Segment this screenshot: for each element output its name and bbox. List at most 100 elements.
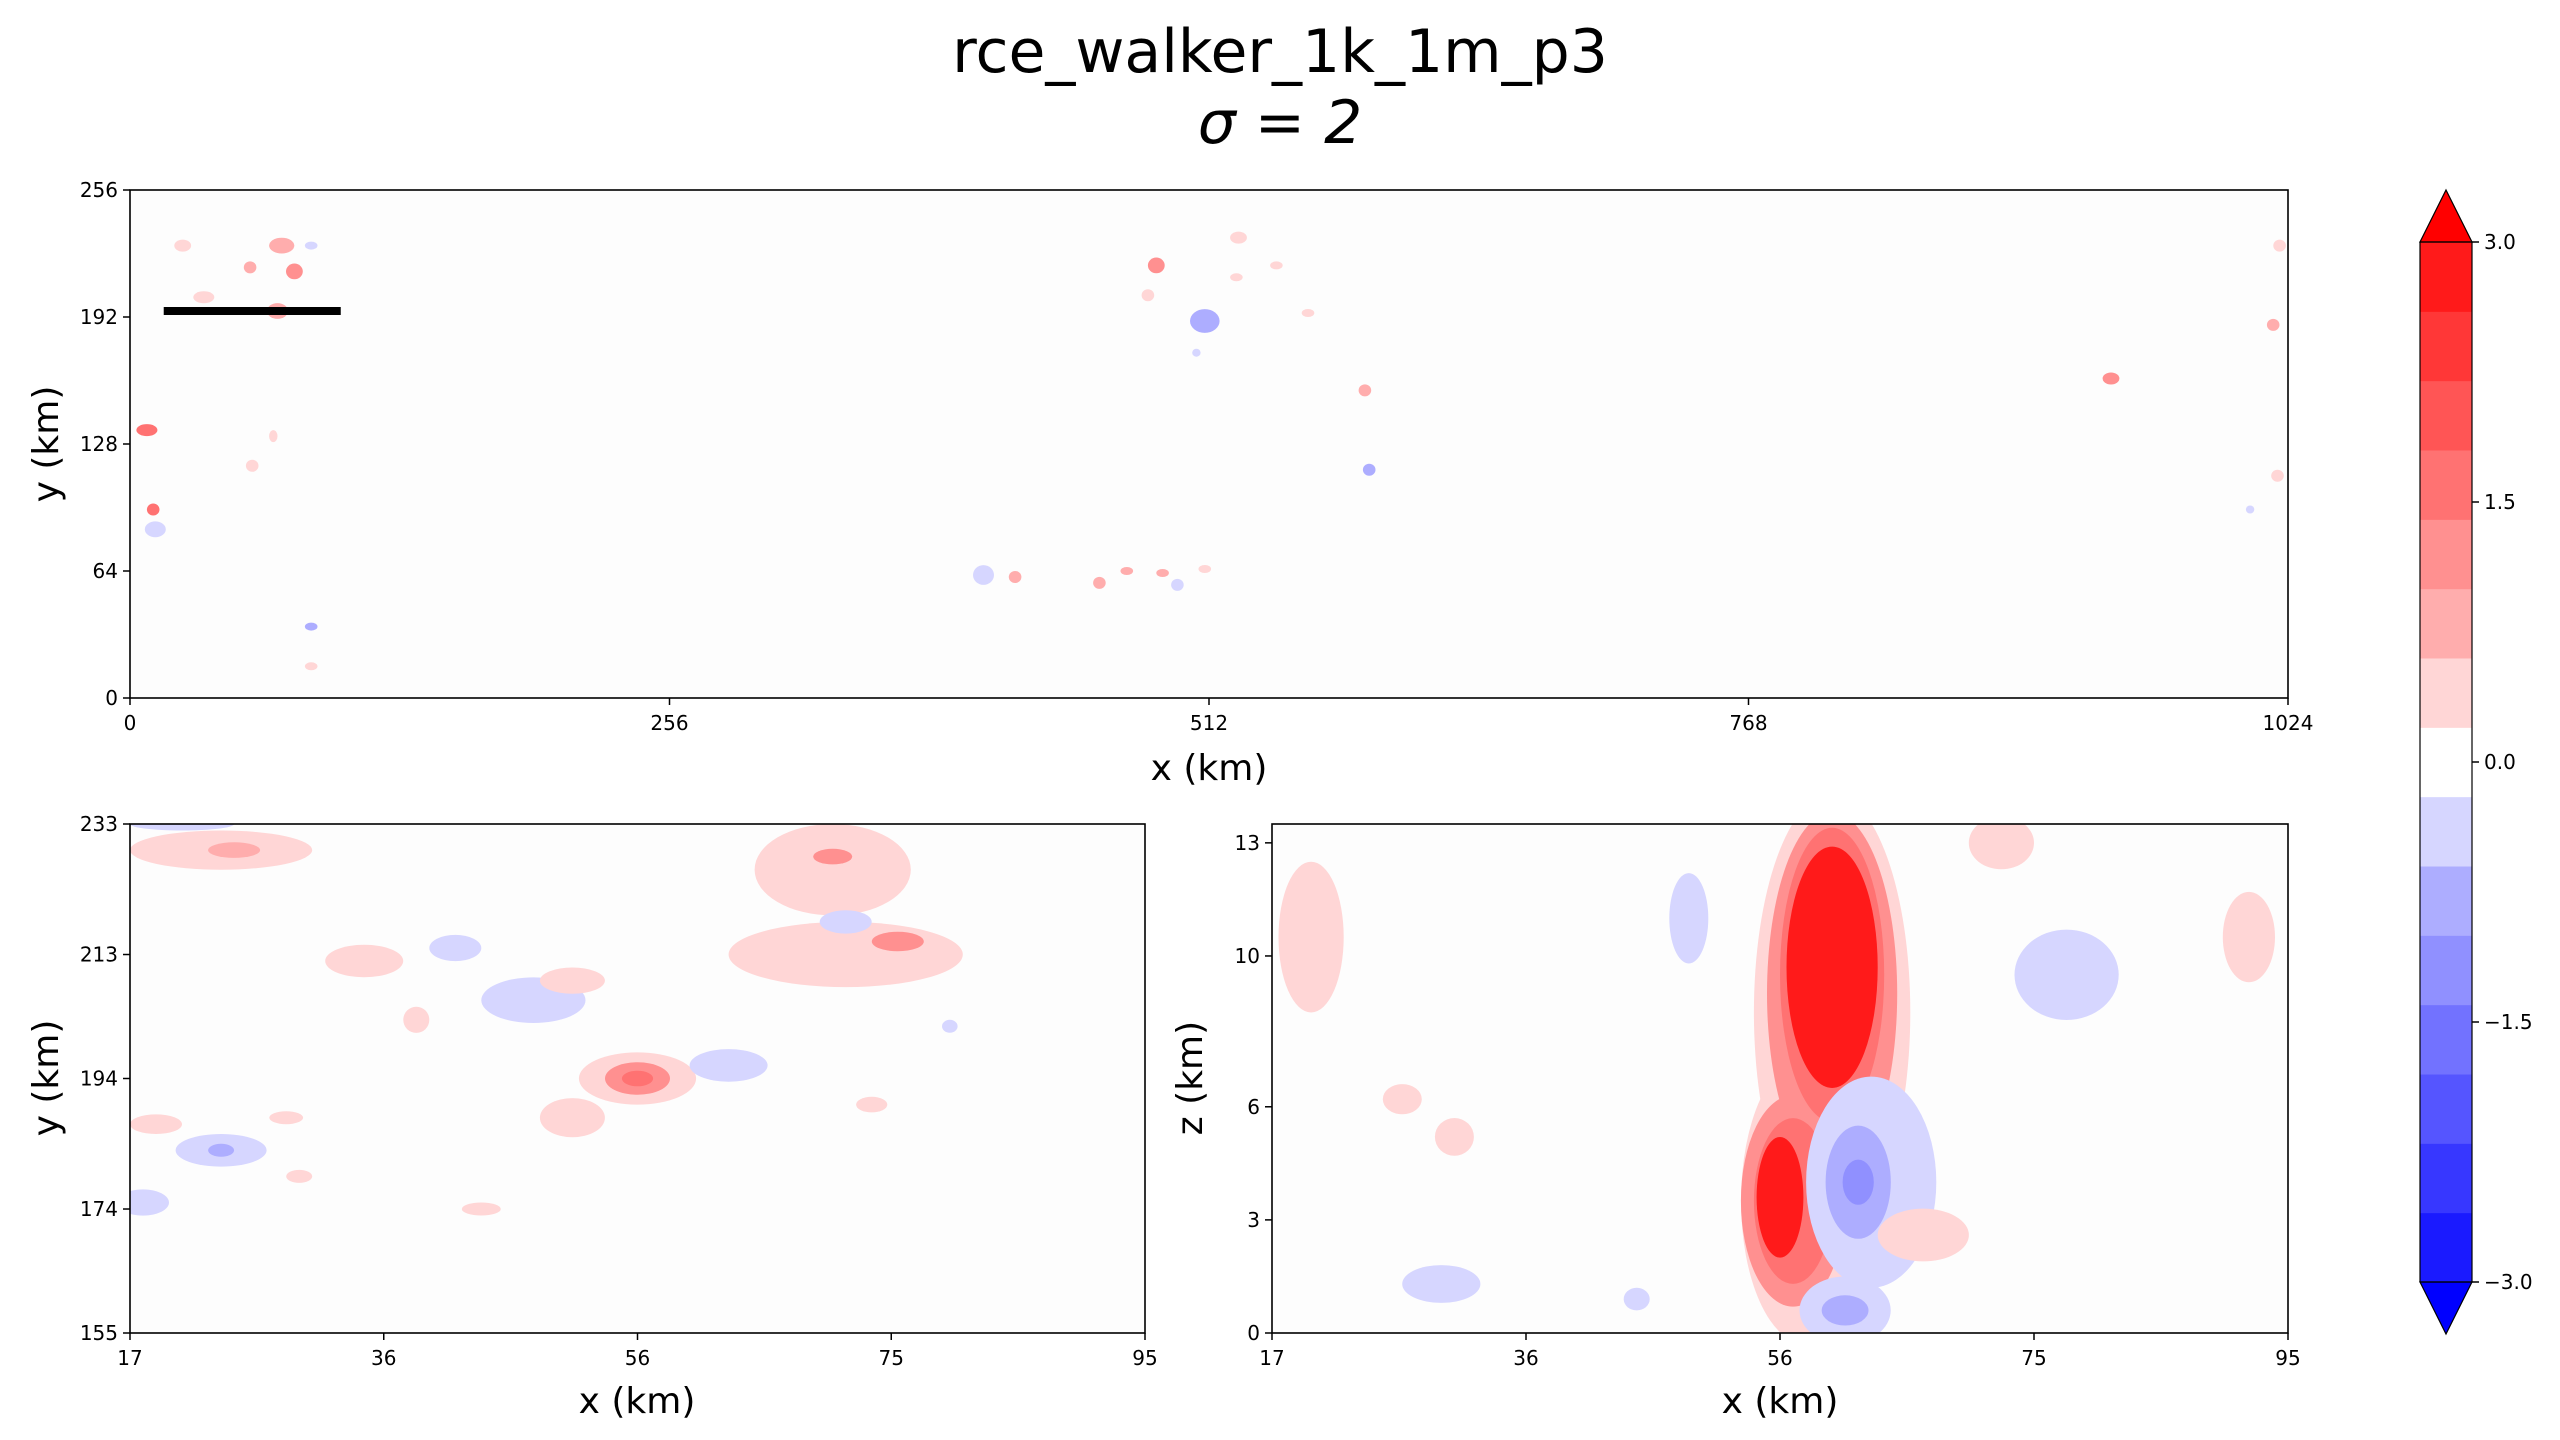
contour-blob [1786,846,1878,1088]
top-map-ylabel: y (km) [26,386,67,503]
top-map-xlabel: x (km) [1151,748,1268,789]
contour-blob [269,237,295,254]
contour-blob [1230,273,1243,282]
contour-blob [245,459,259,472]
contour-blob [1156,569,1169,577]
figure-subtitle: σ = 2 [1198,88,1363,158]
colorbar-tick-label: 0.0 [2484,750,2516,774]
top-map-plot-area [130,190,2288,698]
x-tick-label: 512 [1190,711,1228,735]
y-tick-label: 174 [80,1197,118,1221]
contour-blob [130,824,235,831]
contour-blob [1093,576,1106,589]
contour-blob [2222,891,2275,983]
bottom-left-ylabel: y (km) [26,1020,67,1137]
y-tick-label: 0 [1247,1321,1260,1345]
contour-blob [621,1070,654,1087]
x-tick-label: 17 [1259,1346,1284,1370]
y-tick-label: 128 [80,432,118,456]
contour-blob [286,263,303,280]
contour-blob [1362,463,1376,476]
y-tick-label: 64 [93,559,118,583]
contour-blob [130,1189,169,1216]
colorbar-segment [2420,1212,2472,1283]
contour-blob [269,430,278,443]
colorbar-segment [2420,1004,2472,1075]
bottom-right-xlabel: x (km) [1722,1381,1839,1422]
contour-blob [1623,1287,1650,1311]
contour-blob [1141,289,1155,302]
x-tick-label: 56 [625,1346,650,1370]
contour-blob [1190,309,1220,333]
y-tick-label: 0 [105,686,118,710]
contour-blob [146,503,160,516]
colorbar-segment [2420,311,2472,382]
y-tick-label: 6 [1247,1095,1260,1119]
plot-background [130,190,2288,698]
x-tick-label: 36 [371,1346,396,1370]
contour-blob [1008,571,1022,583]
contour-blob [1968,824,2034,870]
top-map-ticks: 0 256 512 768 1024 0 64 128 192 256 [80,178,2314,735]
contour-blob [243,261,257,274]
bottom-left-ticks: 17 36 56 75 95 155 174 194 213 233 [80,812,1158,1370]
contour-blob [2273,239,2286,252]
contour-blob [193,291,215,304]
colorbar: 3.0 1.5 0.0 −1.5 −3.0 [2419,188,2533,1336]
contour-blob [1192,348,1201,357]
y-tick-label: 233 [80,812,118,836]
contour-blob [208,1143,235,1157]
x-tick-label: 36 [1513,1346,1538,1370]
contour-blob [539,1098,605,1138]
y-tick-label: 256 [80,178,118,202]
contour-blob [1171,578,1184,591]
contour-blob [1230,231,1247,244]
contour-blob [1120,567,1134,575]
y-tick-label: 3 [1247,1208,1260,1232]
contour-blob [539,967,605,994]
contour-blob [208,842,261,858]
contour-blob [1301,309,1315,317]
y-tick-label: 192 [80,305,118,329]
y-tick-label: 155 [80,1321,118,1345]
x-tick-label: 768 [1729,711,1767,735]
x-tick-label: 1024 [2263,711,2314,735]
colorbar-segment [2420,866,2472,936]
colorbar-segment [2420,1074,2472,1144]
contour-blob [973,565,994,585]
bottom-left-xlabel: x (km) [579,1381,696,1422]
x-tick-label: 0 [124,711,137,735]
colorbar-tick-label: −1.5 [2484,1010,2533,1034]
colorbar-segment [2420,796,2472,867]
bottom-left-panel: 17 36 56 75 95 155 174 194 213 233 x (km) y (km) [26,812,1158,1422]
y-tick-label: 194 [80,1067,118,1091]
contour-blob [304,622,318,631]
colorbar-segment [2420,1143,2472,1214]
bottom-right-ylabel: z (km) [1170,1021,1211,1135]
contour-blob [1147,257,1165,274]
x-tick-label: 17 [117,1346,142,1370]
x-tick-label: 75 [2021,1346,2046,1370]
contour-blob [942,1019,958,1033]
contour-blob [1821,1295,1869,1326]
contour-blob [144,521,166,538]
colorbar-segment [2420,727,2472,798]
contour-blob [2245,505,2255,514]
contour-blob [1842,1159,1874,1205]
contour-blob [136,424,158,437]
contour-blob [1270,261,1283,270]
figure-title: rce_walker_1k_1m_p3 [952,17,1608,87]
colorbar-tick-label: −3.0 [2484,1270,2533,1294]
colorbar-segment [2420,588,2472,659]
contour-blob [1669,873,1709,964]
contour-blob [819,910,872,934]
colorbar-lower-extend [2419,1281,2473,1336]
bottom-left-plot-area [130,824,1145,1333]
contour-blob [1278,861,1344,1013]
x-tick-label: 95 [2275,1346,2300,1370]
contour-blob [871,931,924,952]
contour-blob [1402,1265,1481,1303]
contour-blob [403,1006,430,1033]
